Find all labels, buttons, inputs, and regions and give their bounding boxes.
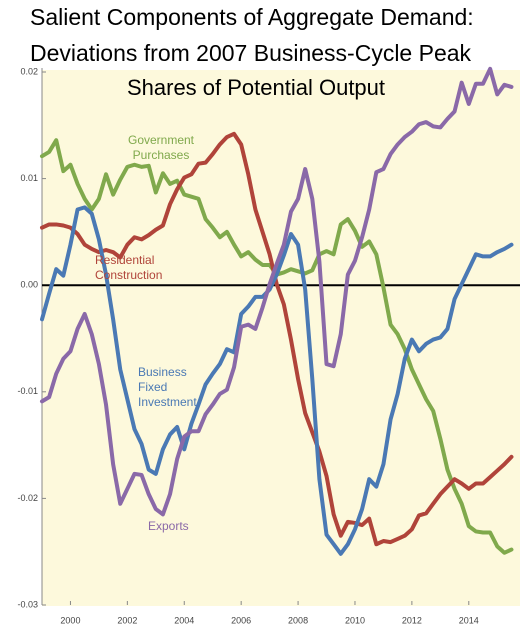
x-tick-label: 2012 [402, 615, 422, 625]
annotation: Exports [148, 519, 189, 533]
annotation: Business [138, 365, 187, 379]
series-line [40, 205, 514, 556]
series-line [40, 131, 514, 547]
x-tick-label: 2000 [60, 615, 80, 625]
y-tick-label: 0.01 [20, 173, 38, 183]
annotation: Fixed [138, 380, 167, 394]
x-tick-label: 2002 [117, 615, 137, 625]
series-line [40, 66, 514, 517]
plot-background [42, 70, 520, 606]
x-tick-label: 2010 [345, 615, 365, 625]
chart-subtitle: Shares of Potential Output [127, 75, 385, 100]
x-tick-label: 2004 [174, 615, 194, 625]
x-tick-label: 2008 [288, 615, 308, 625]
y-tick-label: 0.00 [20, 280, 38, 290]
annotation: Investment [138, 395, 197, 409]
x-tick-label: 2014 [459, 615, 479, 625]
y-tick-label: -0.01 [17, 386, 38, 396]
chart-title-line: Deviations from 2007 Business-Cycle Peak [30, 40, 472, 66]
y-tick-label: -0.02 [17, 493, 38, 503]
annotation: Government [128, 133, 195, 147]
y-tick-label: -0.03 [17, 599, 38, 609]
x-tick-label: 2006 [231, 615, 251, 625]
y-tick-label: 0.02 [20, 66, 38, 76]
chart-title-line: Salient Components of Aggregate Demand: [30, 4, 474, 30]
annotation: Construction [95, 268, 162, 282]
annotation: Purchases [133, 148, 190, 162]
annotation: Residential [95, 253, 154, 267]
